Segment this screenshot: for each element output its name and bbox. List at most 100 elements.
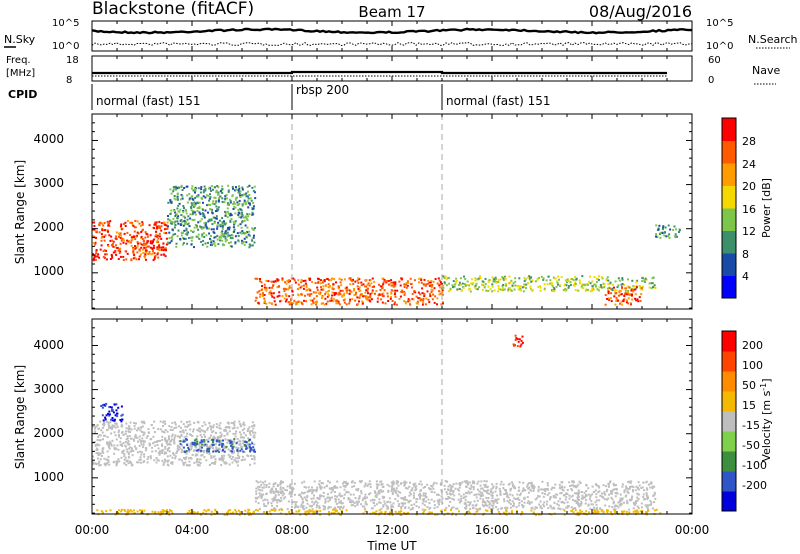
power-axis-ticks	[91, 113, 693, 309]
power-cell	[416, 302, 419, 305]
velocity-cell	[620, 503, 623, 506]
power-cell	[122, 255, 125, 258]
velocity-cell	[378, 492, 381, 495]
velocity-cell	[198, 444, 201, 447]
velocity-colorbar-segment	[722, 351, 736, 372]
power-cell	[204, 189, 207, 192]
power-cell	[328, 286, 331, 289]
velocity-cell	[337, 498, 340, 501]
power-cell	[509, 281, 512, 284]
velocity-cell	[101, 426, 104, 429]
velocity-cell	[476, 482, 479, 485]
power-cell	[204, 224, 207, 227]
power-cell	[148, 252, 151, 255]
power-cell	[186, 233, 189, 236]
power-cell	[449, 287, 452, 290]
power-cell	[351, 298, 354, 301]
velocity-cell	[179, 430, 182, 433]
power-cell	[523, 283, 526, 286]
velocity-cell	[302, 492, 305, 495]
power-cell	[332, 283, 335, 286]
power-cell	[191, 204, 194, 207]
power-cell	[504, 276, 507, 279]
velocity-cell	[579, 509, 582, 512]
power-cell	[210, 228, 213, 231]
velocity-cell	[424, 486, 426, 488]
velocity-cell	[197, 464, 200, 467]
power-cell	[263, 301, 266, 303]
velocity-cell	[113, 431, 116, 434]
power-cell	[201, 235, 204, 238]
velocity-cell	[192, 428, 195, 431]
velocity-cell	[215, 423, 218, 426]
power-cell	[247, 202, 250, 205]
power-cell	[464, 278, 467, 280]
power-cell	[497, 290, 499, 293]
velocity-cell	[579, 511, 582, 514]
velocity-cell	[198, 442, 201, 445]
power-cell	[495, 278, 497, 281]
power-cell	[502, 287, 504, 290]
velocity-cell	[145, 436, 148, 439]
power-cell	[657, 228, 660, 231]
power-cell	[202, 201, 204, 204]
power-cell	[604, 303, 607, 306]
power-cell	[139, 242, 142, 245]
velocity-cell	[195, 438, 198, 441]
velocity-cell	[211, 447, 214, 450]
power-cell	[174, 185, 177, 188]
velocity-cell	[481, 494, 483, 497]
velocity-cell	[401, 504, 404, 507]
velocity-cell	[645, 493, 648, 496]
power-cell	[433, 301, 436, 304]
power-cell	[228, 198, 231, 201]
power-cell	[260, 289, 263, 291]
power-cell	[225, 232, 228, 235]
velocity-cell	[248, 426, 251, 429]
power-cell	[536, 278, 539, 281]
power-cell	[381, 301, 384, 304]
power-cell	[354, 293, 357, 296]
power-cell	[326, 278, 329, 280]
velocity-cell	[271, 504, 273, 507]
power-cell	[208, 187, 210, 190]
velocity-cell	[301, 497, 304, 500]
power-cell	[165, 224, 168, 227]
velocity-cell	[485, 496, 488, 499]
power-cell	[463, 283, 466, 286]
velocity-cell	[215, 426, 218, 429]
velocity-cell	[514, 334, 517, 337]
power-cell	[150, 253, 153, 256]
velocity-cell	[222, 444, 225, 447]
power-cell	[553, 287, 556, 290]
power-cell	[423, 295, 426, 297]
velocity-cell	[197, 429, 200, 432]
velocity-cell	[578, 504, 581, 507]
velocity-cell	[293, 482, 296, 485]
power-cell	[494, 276, 497, 279]
velocity-cell	[312, 503, 315, 506]
power-cell	[111, 254, 113, 257]
power-cell	[565, 279, 568, 282]
velocity-cell	[193, 512, 196, 515]
velocity-cell	[518, 499, 521, 501]
velocity-cell	[485, 509, 487, 512]
velocity-cell	[324, 501, 327, 504]
power-cell	[468, 284, 470, 287]
power-cell	[530, 287, 533, 290]
power-cell	[422, 297, 425, 300]
power-cell	[107, 222, 110, 225]
power-cell	[549, 282, 552, 285]
power-cell	[436, 297, 439, 300]
velocity-cell	[129, 461, 132, 464]
velocity-cell	[357, 488, 360, 490]
velocity-cell	[133, 427, 136, 430]
power-cell	[309, 289, 312, 292]
velocity-cell	[394, 498, 397, 500]
velocity-cell	[589, 494, 592, 497]
power-cell	[317, 280, 320, 283]
power-cell	[135, 258, 138, 261]
velocity-cell	[561, 488, 564, 491]
power-cell	[248, 230, 251, 233]
velocity-cell	[408, 491, 411, 494]
